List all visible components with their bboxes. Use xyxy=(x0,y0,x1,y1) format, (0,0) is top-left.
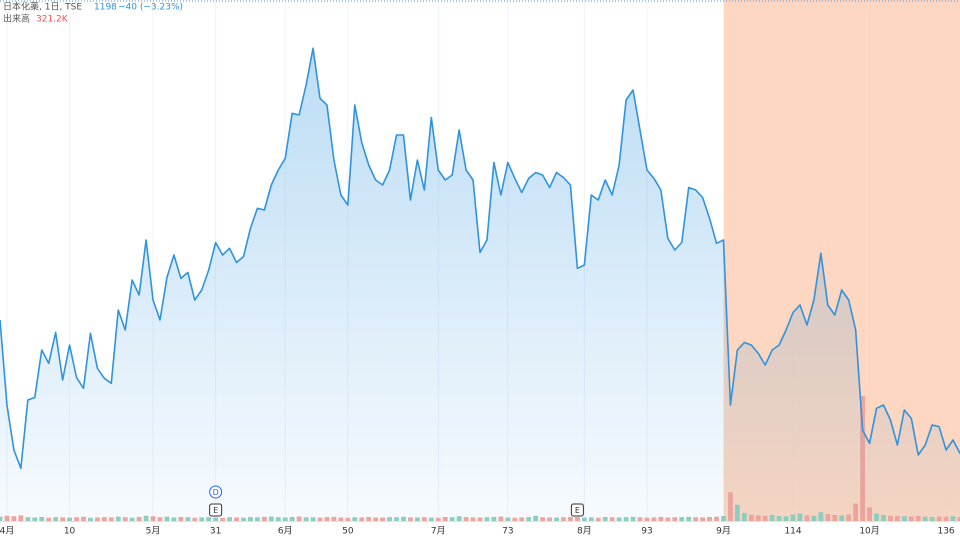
event-marker xyxy=(209,485,223,499)
x-tick-label: 73 xyxy=(502,527,513,537)
last-price: 1198 xyxy=(94,3,117,13)
x-tick-label: 31 xyxy=(210,527,221,537)
event-label: E xyxy=(575,506,580,515)
x-tick-label: 4月 xyxy=(0,526,14,537)
plot: DE E xyxy=(0,47,960,521)
x-tick-label: 114 xyxy=(784,527,801,537)
x-tick-label: 5月 xyxy=(146,526,161,537)
volume-label: 出来高 xyxy=(3,13,30,25)
x-tick-label: 10月 xyxy=(859,526,879,537)
x-tick-label: 8月 xyxy=(577,526,592,537)
x-tick-label: 10 xyxy=(64,527,76,537)
event-marker xyxy=(570,503,584,517)
price-area xyxy=(0,48,960,521)
volume-value: 321.2K xyxy=(36,15,69,25)
event-label: E xyxy=(213,506,218,515)
symbol: 日本化薬, 1日, TSE xyxy=(3,1,82,13)
x-tick-label: 9月 xyxy=(716,526,731,537)
x-tick-label: 136 xyxy=(937,527,954,537)
x-tick-label: 6月 xyxy=(278,526,293,537)
x-tick-label: 93 xyxy=(641,527,652,537)
price-change: −40 (−3.23%) xyxy=(118,3,183,13)
event-label: D xyxy=(213,488,219,497)
x-tick-label: 7月 xyxy=(431,526,446,537)
x-tick-label: 50 xyxy=(342,527,354,537)
event-marker xyxy=(209,503,223,517)
price-line xyxy=(0,47,960,470)
